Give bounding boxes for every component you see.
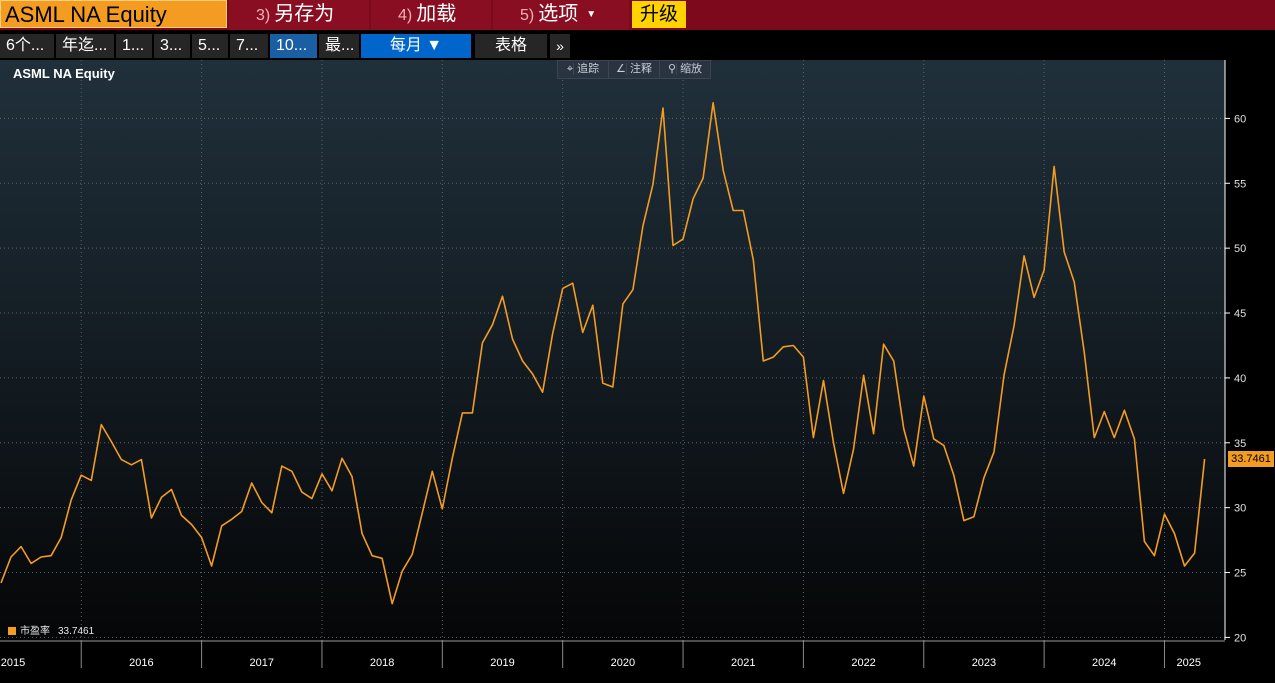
track-tool-label: 追踪 [577, 63, 600, 75]
tab-period-5[interactable]: 7... [230, 34, 268, 58]
table-button[interactable]: 表格 [475, 34, 547, 58]
chart-legend: 市盈率 33.7461 [8, 622, 94, 637]
zoom-tool-label: 缩放 [680, 63, 703, 75]
options-button[interactable]: 5) 选项 ▼ [493, 0, 629, 30]
save-as-hotkey: 3) [256, 7, 271, 24]
y-tick-label-7: 55 [1234, 178, 1246, 190]
y-tick-label-0: 20 [1234, 632, 1246, 644]
y-tick-label-1: 25 [1234, 568, 1246, 580]
zoom-tool[interactable]: ⚲ 缩放 [660, 61, 710, 78]
x-tick-label-6: 2021 [731, 657, 755, 669]
chart-title: ASML NA Equity [13, 66, 115, 81]
y-tick-label-6: 50 [1234, 243, 1246, 255]
tab-period-2[interactable]: 1... [116, 34, 152, 58]
x-tick-label-2: 2017 [250, 657, 274, 669]
annotate-tool-label: 注释 [629, 63, 652, 75]
x-tick-label-7: 2022 [851, 657, 875, 669]
top-toolbar: ASML NA Equity 3) 另存为 4) 加载 5) 选项 ▼ 升级 [0, 0, 1275, 30]
x-tick-label-10: 2025 [1176, 657, 1200, 669]
x-tick-label-4: 2019 [490, 657, 514, 669]
y-tick-label-8: 60 [1234, 113, 1246, 125]
x-tick-label-9: 2024 [1092, 657, 1116, 669]
tab-period-6[interactable]: 10... [270, 34, 317, 58]
tab-period-0[interactable]: 6个... [0, 34, 54, 58]
more-button[interactable]: » [550, 34, 570, 58]
upgrade-button[interactable]: 升级 [632, 1, 687, 28]
y-tick-label-4: 40 [1234, 373, 1246, 385]
tab-period-3[interactable]: 3... [154, 34, 190, 58]
load-button[interactable]: 4) 加载 [371, 0, 491, 30]
legend-swatch [8, 627, 16, 635]
options-hotkey: 5) [520, 7, 535, 24]
magnifier-icon: ⚲ [667, 63, 677, 75]
load-label: 加载 [416, 3, 457, 25]
load-hotkey: 4) [398, 7, 413, 24]
x-tick-label-8: 2023 [972, 657, 996, 669]
annotate-tool[interactable]: ∠ 注释 [609, 61, 660, 78]
y-tick-label-3: 35 [1234, 438, 1246, 450]
series-line-pe [0, 102, 1206, 605]
options-label: 选项 [538, 3, 579, 25]
legend-last-value: 33.7461 [58, 626, 95, 637]
x-tick-label-3: 2018 [370, 657, 394, 669]
crosshair-icon: ⌖ [566, 63, 575, 75]
save-as-label: 另存为 [274, 3, 335, 25]
x-tick-label-5: 2020 [611, 657, 635, 669]
frequency-dropdown[interactable]: 每月 ▼ [361, 34, 471, 58]
legend-series-name: 市盈率 [20, 626, 50, 637]
save-as-button[interactable]: 3) 另存为 [229, 0, 369, 30]
tab-period-1[interactable]: 年迄... [56, 34, 114, 58]
x-tick-label-0: 2015 [1, 657, 25, 669]
chart-tools: ⌖ 追踪 ∠ 注释 ⚲ 缩放 [557, 60, 711, 79]
ticker-field[interactable]: ASML NA Equity [0, 0, 227, 28]
y-tick-label-5: 45 [1234, 308, 1246, 320]
x-tick-label-1: 2016 [129, 657, 153, 669]
last-value-label: 33.7461 [1228, 451, 1274, 468]
tab-period-7[interactable]: 最... [319, 34, 359, 58]
tab-period-4[interactable]: 5... [192, 34, 228, 58]
chevron-down-icon: ▼ [586, 9, 597, 21]
track-tool[interactable]: ⌖ 追踪 [558, 61, 609, 78]
pencil-icon: ∠ [616, 63, 627, 75]
y-tick-label-2: 30 [1234, 503, 1246, 515]
period-tabs: 6个... 年迄... 1... 3... 5... 7... 10... 最... [0, 34, 572, 58]
